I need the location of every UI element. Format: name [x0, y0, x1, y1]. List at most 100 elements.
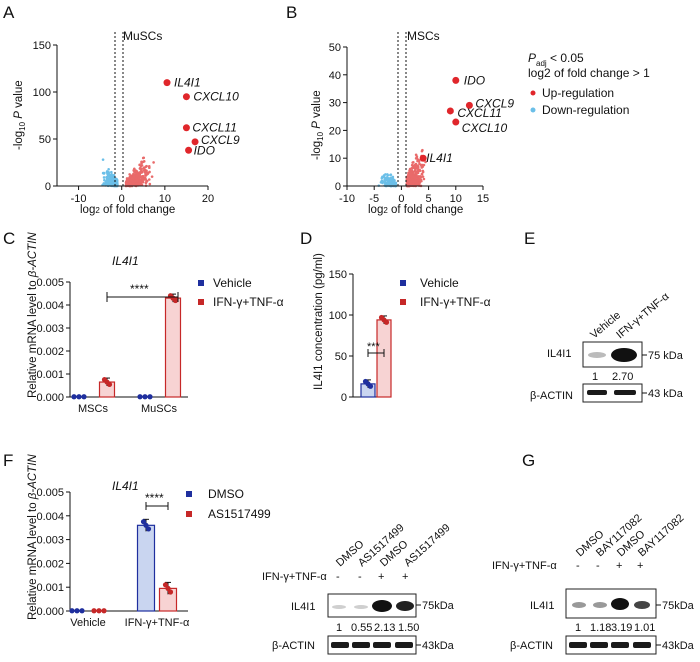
panel-f-sign-3: +	[378, 571, 384, 583]
up-point	[413, 166, 416, 170]
panel-d-legend-treat: IFN-γ+TNF-α	[420, 295, 491, 309]
bar	[136, 524, 156, 612]
gene-label-ido: IDO	[194, 143, 215, 157]
panel-f-mw1: 75kDa	[422, 600, 455, 612]
y-tick-label: 0.000	[36, 606, 64, 618]
up-point	[420, 172, 424, 176]
panel-g-q2: 1.18	[590, 622, 611, 634]
down-point	[101, 158, 105, 161]
x-tick-label: 0	[398, 193, 404, 205]
panel-b-ylabel: -log10 P value	[311, 90, 325, 160]
panel-a-xlabel: log2 of fold change	[80, 204, 175, 216]
panel-d-letter: D	[300, 229, 312, 248]
y-tick-label: 50	[329, 42, 341, 54]
up-point	[422, 163, 426, 167]
panel-g-letter: G	[522, 451, 535, 470]
data-point	[96, 608, 102, 614]
up-point	[128, 181, 132, 185]
panel-b-xlabel: log2 of fold change	[368, 204, 463, 216]
panel-c-legend: Vehicle IFN-γ+TNF-α	[198, 276, 284, 309]
up-point	[410, 166, 414, 170]
y-tick-label: 0.002	[36, 558, 64, 570]
panel-f-title: IL4I1	[112, 479, 139, 493]
panel-g-treat: IFN-γ+TNF-α	[492, 560, 557, 572]
panel-g-q4: 1.01	[634, 622, 655, 634]
panel-g-q1: 1	[575, 622, 581, 634]
up-point	[421, 175, 425, 178]
panel-b-letter: B	[286, 3, 297, 22]
gene-label-cxcl10: CXCL10	[193, 90, 239, 104]
y-tick-label: 0.005	[36, 487, 64, 499]
data-point	[142, 394, 148, 400]
panel-f-loading: β-ACTIN	[272, 640, 315, 652]
up-point	[415, 155, 419, 158]
down-point	[386, 173, 390, 177]
gene-point-cxcl9	[191, 138, 199, 146]
up-point	[142, 167, 146, 170]
y-tick-label: 0	[341, 392, 347, 404]
panel-g-mw2: 43kDa	[662, 640, 695, 652]
panel-f-sig: ****	[145, 491, 164, 505]
up-point	[129, 178, 133, 182]
y-tick-label: 50	[39, 134, 51, 146]
y-tick-label: 100	[329, 310, 347, 322]
gene-label-cxcl9: CXCL9	[475, 96, 514, 110]
gene-label-cxcl11: CXCL11	[192, 121, 236, 135]
panel-e-q2: 2.70	[612, 371, 633, 383]
data-point	[74, 608, 80, 614]
up-point	[150, 175, 154, 178]
up-point	[414, 180, 417, 184]
x-tick-label: 15	[477, 193, 489, 205]
panel-c-ylabel: Relative mRNA level to β-ACTIN	[27, 232, 39, 398]
panel-g-sign-4: +	[637, 560, 643, 572]
up-point	[417, 168, 421, 172]
down-point	[105, 170, 109, 173]
up-point	[409, 182, 413, 186]
panel-f-q2: 0.55	[351, 622, 372, 634]
up-point	[132, 168, 136, 172]
panel-d-legend-vehicle: Vehicle	[420, 276, 459, 290]
up-point	[412, 175, 416, 179]
down-point	[110, 176, 113, 179]
down-point	[102, 171, 106, 175]
legend-down: Down-regulation	[542, 103, 629, 117]
up-point	[420, 166, 424, 169]
panel-f-q1: 1	[336, 622, 342, 634]
gene-label-il4i1: IL4I1	[174, 76, 201, 90]
x-tick-label: 5	[426, 193, 432, 205]
panel-c-letter: C	[3, 229, 15, 248]
panel-e-loading: β-ACTIN	[530, 390, 573, 402]
up-point	[408, 169, 412, 173]
y-tick-label: 0.002	[36, 346, 64, 358]
y-tick-label: 0.004	[36, 300, 64, 312]
data-point	[79, 608, 85, 614]
down-point	[110, 170, 113, 174]
panel-f-sign-4: +	[402, 571, 408, 583]
data-point	[167, 589, 174, 595]
up-point	[137, 177, 141, 180]
up-point	[128, 173, 131, 176]
category-label: MSCs	[78, 403, 108, 415]
down-point	[389, 176, 393, 180]
up-point	[407, 171, 410, 175]
panel-f-q3: 2.13	[374, 622, 395, 634]
volcano-legend: Padj < 0.05 log2 of fold change > 1 Up-r…	[528, 51, 650, 117]
panel-f-protein: IL4I1	[291, 601, 315, 613]
up-point	[128, 175, 132, 179]
data-point	[69, 608, 75, 614]
panel-g-loading: β-ACTIN	[510, 640, 553, 652]
up-point	[418, 174, 422, 178]
up-point	[138, 173, 141, 177]
gene-point-il4i1	[163, 79, 171, 87]
up-point	[420, 149, 424, 153]
legend-padj: Padj < 0.05	[528, 51, 584, 68]
up-point	[141, 176, 144, 180]
panel-a-title: MuSCs	[123, 29, 162, 43]
data-point	[367, 383, 374, 389]
y-tick-label: 10	[329, 153, 341, 165]
legend-down-dot	[530, 107, 536, 113]
up-point	[143, 177, 147, 180]
panel-d-ylabel: IL4I1 concentration (pg/ml)	[313, 253, 325, 390]
up-point	[138, 182, 141, 186]
up-point	[147, 164, 151, 168]
